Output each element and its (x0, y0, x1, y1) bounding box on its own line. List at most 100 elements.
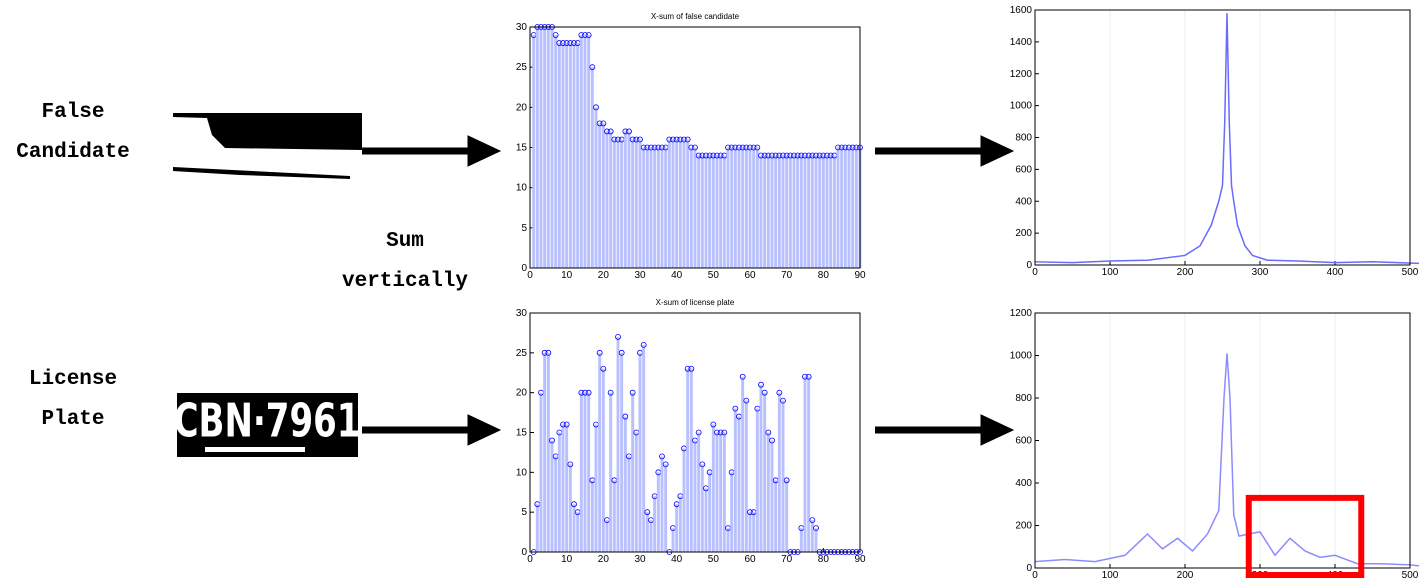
stem-bar (683, 139, 686, 268)
stem-bar (661, 148, 664, 269)
y-tick-label: 1000 (1010, 351, 1033, 362)
stem-bar (646, 148, 649, 269)
stem-bar (844, 148, 847, 269)
y-tick-label: 5 (521, 223, 527, 234)
stem-bar (642, 345, 645, 552)
canvas: False Candidate License Plate Sum vertic… (0, 0, 1426, 581)
stem-bar (576, 43, 579, 268)
stem-bar (642, 148, 645, 269)
stem-bar (543, 27, 546, 268)
operation-label: vertically (342, 270, 468, 293)
y-tick-label: 1200 (1010, 308, 1033, 319)
stem-bar (785, 156, 788, 268)
stem-bar (749, 512, 752, 552)
stem-bar (807, 377, 810, 552)
x-tick-label: 30 (634, 554, 646, 565)
stem-bar (624, 417, 627, 552)
x-tick-label: 80 (818, 554, 830, 565)
stem-bar (686, 369, 689, 552)
stem-bar (763, 393, 766, 552)
y-tick-label: 25 (516, 62, 528, 73)
y-tick-label: 800 (1015, 393, 1032, 404)
stem-bar (771, 440, 774, 552)
stem-bar (756, 409, 759, 552)
stem-bar (664, 148, 667, 269)
x-tick-label: 50 (708, 554, 720, 565)
stem-bar (694, 148, 697, 269)
stem-bar (664, 464, 667, 552)
x-tick-label: 30 (634, 270, 646, 281)
y-tick-label: 5 (521, 507, 527, 518)
stem-bar (569, 464, 572, 552)
stem-bar (558, 43, 561, 268)
stem-bar (628, 131, 631, 268)
stem-bar (540, 27, 543, 268)
stem-bar (767, 433, 770, 553)
stem-bar (719, 156, 722, 268)
stem-bar (778, 156, 781, 268)
stem-bar (657, 472, 660, 552)
stem-bar (701, 464, 704, 552)
row-label: Plate (41, 408, 104, 431)
y-tick-label: 30 (516, 22, 528, 33)
x-tick-label: 90 (854, 554, 866, 565)
x-tick-label: 90 (854, 270, 866, 281)
y-tick-label: 20 (516, 388, 528, 399)
chart: 0102030405060708090051015202530X-sum of … (516, 298, 866, 565)
stem-bar (745, 148, 748, 269)
stem-bar (811, 156, 814, 268)
stem-bar (826, 156, 829, 268)
stem-bar (646, 512, 649, 552)
stem-bar (741, 148, 744, 269)
x-tick-label: 0 (1032, 267, 1038, 278)
stem-bar (851, 148, 854, 269)
stem-bar (573, 43, 576, 268)
stem-bar (650, 148, 653, 269)
stem-bar (554, 456, 557, 552)
stem-bar (631, 139, 634, 268)
stem-bar (675, 504, 678, 552)
figure: False Candidate License Plate Sum vertic… (0, 0, 1426, 581)
stem-bar (848, 148, 851, 269)
false-candidate-image (173, 113, 362, 179)
stem-bar (554, 35, 557, 268)
x-tick-label: 100 (1102, 267, 1119, 278)
y-tick-label: 400 (1015, 478, 1032, 489)
x-tick-label: 500 (1402, 570, 1419, 581)
stem-bar (591, 480, 594, 552)
stem-bar (562, 43, 565, 268)
stem-bar (782, 401, 785, 552)
stem-bar (609, 131, 612, 268)
stem-bar (800, 528, 803, 552)
x-tick-label: 70 (781, 554, 793, 565)
stem-bar (598, 353, 601, 552)
stem-bar (584, 393, 587, 552)
stem-bar (716, 156, 719, 268)
stem-bar (705, 488, 708, 552)
stem-bar (793, 156, 796, 268)
stem-bar (609, 393, 612, 552)
stem-bar (547, 353, 550, 552)
x-tick-label: 70 (781, 270, 793, 281)
stem-bar (620, 353, 623, 552)
stem-bar (628, 456, 631, 552)
row-label: License (29, 368, 117, 391)
x-tick-label: 20 (598, 554, 610, 565)
stem-bar (840, 148, 843, 269)
stem-bar (829, 156, 832, 268)
stem-bar (617, 139, 620, 268)
y-tick-label: 600 (1015, 164, 1032, 175)
license-plate-image: CBN·7961 (174, 393, 361, 457)
stem-bar (774, 156, 777, 268)
stem-bar (734, 409, 737, 552)
stem-bar (756, 148, 759, 269)
stem-bar (606, 131, 609, 268)
y-tick-label: 800 (1015, 133, 1032, 144)
stem-bar (679, 139, 682, 268)
stem-bar (653, 148, 656, 269)
stem-bar (837, 148, 840, 269)
stem-bar (657, 148, 660, 269)
stem-bar (562, 425, 565, 552)
y-tick-label: 10 (516, 183, 528, 194)
stem-bar (734, 148, 737, 269)
